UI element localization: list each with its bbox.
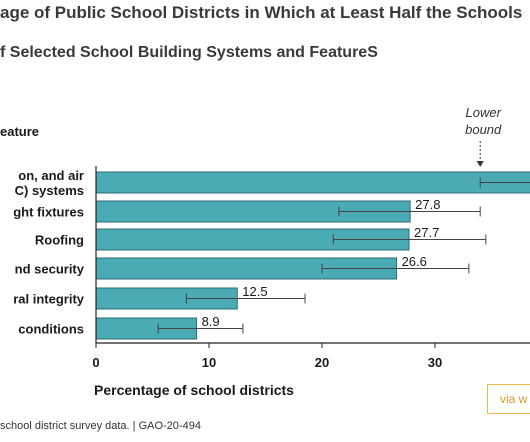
error-bar-5	[157, 323, 244, 334]
category-label-5: conditions	[18, 322, 84, 337]
via-button[interactable]: via w	[487, 384, 530, 414]
error-bar-1	[338, 206, 481, 217]
annotation-line-1: bound	[465, 122, 502, 137]
error-bar-2	[332, 234, 487, 245]
error-bar-3	[321, 263, 470, 274]
x-axis-label: Percentage of school districts	[94, 382, 294, 398]
annotation-arrowhead	[476, 161, 484, 167]
category-label-4: ral integrity	[13, 292, 85, 307]
x-tick-label-3: 30	[428, 355, 442, 370]
category-label-3: nd security	[15, 262, 85, 277]
value-label-4: 12.5	[242, 284, 267, 299]
category-label-1: ght fixtures	[13, 205, 84, 220]
value-label-2: 27.7	[414, 225, 439, 240]
error-bar-0	[479, 177, 530, 188]
x-tick-label-0: 0	[92, 355, 99, 370]
error-bar-4	[185, 293, 306, 304]
value-label-5: 8.9	[202, 314, 220, 329]
bar-0	[95, 171, 530, 194]
value-label-3: 26.6	[402, 254, 427, 269]
annotation-line-0: Lower	[465, 105, 501, 120]
category-label-0-1: C) systems	[15, 183, 84, 198]
chart-title: age of Public School Districts in Which …	[0, 3, 523, 22]
chart-subtitle: f Selected School Building Systems and F…	[0, 44, 378, 61]
x-tick-label-2: 20	[315, 355, 329, 370]
source-note: school district survey data. | GAO-20-49…	[0, 420, 201, 432]
value-label-1: 27.8	[415, 197, 440, 212]
category-header: eature	[0, 124, 39, 139]
x-axis: 0 10 20 30	[92, 166, 530, 370]
category-label-2: Roofing	[35, 233, 84, 248]
category-label-0-0: on, and air	[18, 168, 84, 183]
lower-bound-annotation: Lower bound	[465, 105, 502, 167]
x-tick-label-1: 10	[202, 355, 216, 370]
